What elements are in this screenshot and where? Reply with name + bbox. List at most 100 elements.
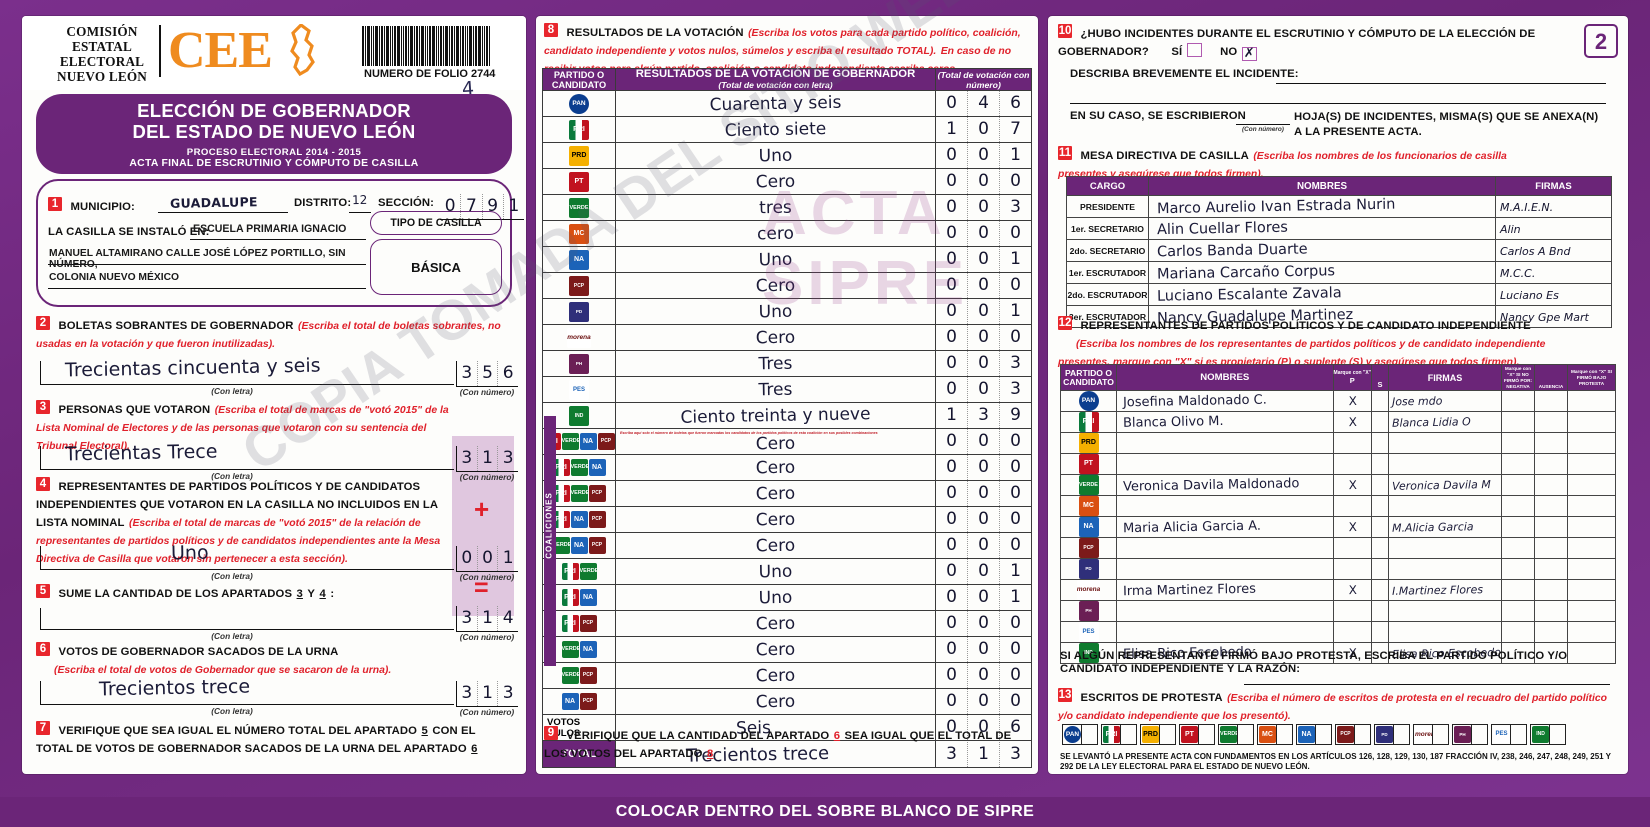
mesa-nombre-cell[interactable]: Carlos Banda Duarte — [1148, 239, 1496, 262]
mesa-nombre-cell[interactable]: Marco Aurelio Ivan Estrada Nurin — [1148, 195, 1496, 218]
reps-s[interactable] — [1371, 642, 1390, 664]
reps-nombre[interactable] — [1116, 495, 1334, 517]
results-letters-cell[interactable]: Cero — [615, 610, 936, 637]
reps-firma[interactable] — [1388, 558, 1502, 580]
reps-negativa[interactable] — [1501, 390, 1535, 412]
reps-ausencia[interactable] — [1534, 411, 1568, 433]
reps-negativa[interactable] — [1501, 495, 1535, 517]
protest-box-democrata[interactable]: PD — [1374, 724, 1410, 745]
reps-protesta[interactable] — [1567, 411, 1616, 433]
reps-protesta[interactable] — [1567, 600, 1616, 622]
mesa-firma-cell[interactable]: Carlos A Bnd — [1495, 239, 1612, 262]
section-4-digits[interactable]: 0 0 1 (Con número) — [456, 546, 518, 582]
results-letters-cell[interactable]: Cero — [615, 532, 936, 559]
reps-s[interactable] — [1371, 411, 1390, 433]
protest-box-humanista[interactable]: PH — [1452, 724, 1488, 745]
reps-negativa[interactable] — [1501, 474, 1535, 496]
reps-firma[interactable]: Jose mdo — [1388, 390, 1502, 412]
reps-firma[interactable]: Veronica Davila M — [1388, 474, 1502, 496]
reps-s[interactable] — [1371, 474, 1390, 496]
describe-field[interactable] — [1276, 68, 1606, 84]
section-4-letters-field[interactable]: Uno — [40, 542, 454, 570]
results-letters-cell[interactable]: Cero — [615, 272, 936, 299]
reps-s[interactable] — [1371, 516, 1390, 538]
reps-ausencia[interactable] — [1534, 390, 1568, 412]
reps-ausencia[interactable] — [1534, 474, 1568, 496]
section-3-digits[interactable]: 3 1 3 (Con número) — [456, 446, 518, 482]
reps-s[interactable] — [1371, 621, 1390, 643]
reps-p[interactable] — [1332, 495, 1373, 517]
reps-firma[interactable] — [1388, 495, 1502, 517]
reps-firma[interactable] — [1388, 621, 1502, 643]
reps-ausencia[interactable] — [1534, 432, 1568, 454]
results-letters-cell[interactable]: Cero — [615, 454, 936, 481]
reps-protesta[interactable] — [1567, 432, 1616, 454]
reps-s[interactable] — [1371, 579, 1390, 601]
results-letters-cell[interactable]: Cuarenta y seis — [615, 90, 936, 117]
reps-negativa[interactable] — [1501, 453, 1535, 475]
protest-box-encuentro[interactable]: PES — [1491, 724, 1527, 745]
reps-protesta[interactable] — [1567, 621, 1616, 643]
reps-protesta[interactable] — [1567, 453, 1616, 475]
reps-negativa[interactable] — [1501, 432, 1535, 454]
reps-negativa[interactable] — [1501, 558, 1535, 580]
reps-negativa[interactable] — [1501, 537, 1535, 559]
reps-s[interactable] — [1371, 537, 1390, 559]
reps-protesta[interactable] — [1567, 558, 1616, 580]
reps-protesta[interactable] — [1567, 495, 1616, 517]
reps-p[interactable]: X — [1332, 390, 1373, 412]
section-5-letters-field[interactable] — [40, 608, 454, 630]
results-letters-cell[interactable]: Cero — [615, 480, 936, 507]
mesa-firma-cell[interactable]: M.A.I.E.N. — [1495, 195, 1612, 218]
reps-s[interactable] — [1371, 495, 1390, 517]
protest-note-field[interactable] — [1244, 671, 1610, 685]
reps-nombre[interactable] — [1116, 621, 1334, 643]
reps-nombre[interactable]: Veronica Davila Maldonado — [1116, 474, 1334, 496]
section-3-letters-field[interactable]: Trecientas Trece — [40, 441, 454, 470]
section-2-digits[interactable]: 3 5 6 (Con número) — [456, 361, 518, 397]
reps-negativa[interactable] — [1501, 600, 1535, 622]
mesa-firma-cell[interactable]: Nancy Gpe Mart — [1495, 305, 1612, 328]
reps-nombre[interactable] — [1116, 600, 1334, 622]
reps-nombre[interactable] — [1116, 558, 1334, 580]
si-checkbox[interactable] — [1186, 43, 1202, 57]
reps-nombre[interactable]: Irma Martinez Flores — [1116, 579, 1334, 601]
reps-nombre[interactable] — [1116, 432, 1334, 454]
mesa-firma-cell[interactable]: Luciano Es — [1495, 283, 1612, 306]
reps-s[interactable] — [1371, 558, 1390, 580]
reps-ausencia[interactable] — [1534, 495, 1568, 517]
reps-p[interactable]: X — [1332, 411, 1373, 433]
reps-ausencia[interactable] — [1534, 558, 1568, 580]
reps-nombre[interactable]: Blanca Olivo M. — [1116, 411, 1334, 433]
results-letters-cell[interactable]: Cero — [615, 688, 936, 715]
reps-nombre[interactable] — [1116, 537, 1334, 559]
reps-firma[interactable]: M.Alicia Garcia — [1388, 516, 1502, 538]
results-letters-cell[interactable]: Uno — [615, 584, 936, 611]
protest-box-pri[interactable]: PRI — [1101, 724, 1137, 745]
reps-nombre[interactable]: Josefina Maldonado C. — [1116, 390, 1334, 412]
protest-box-independiente[interactable]: IND — [1530, 724, 1566, 745]
total-letters-cell[interactable]: Trecientos trece — [615, 740, 936, 768]
protest-box-mc[interactable]: MC — [1257, 724, 1293, 745]
protest-box-cruzada[interactable]: PCP — [1335, 724, 1371, 745]
reps-protesta[interactable] — [1567, 537, 1616, 559]
reps-protesta[interactable] — [1567, 390, 1616, 412]
protest-box-morena[interactable]: morena — [1413, 724, 1449, 745]
reps-negativa[interactable] — [1501, 411, 1535, 433]
mesa-firma-cell[interactable]: M.C.C. — [1495, 261, 1612, 284]
